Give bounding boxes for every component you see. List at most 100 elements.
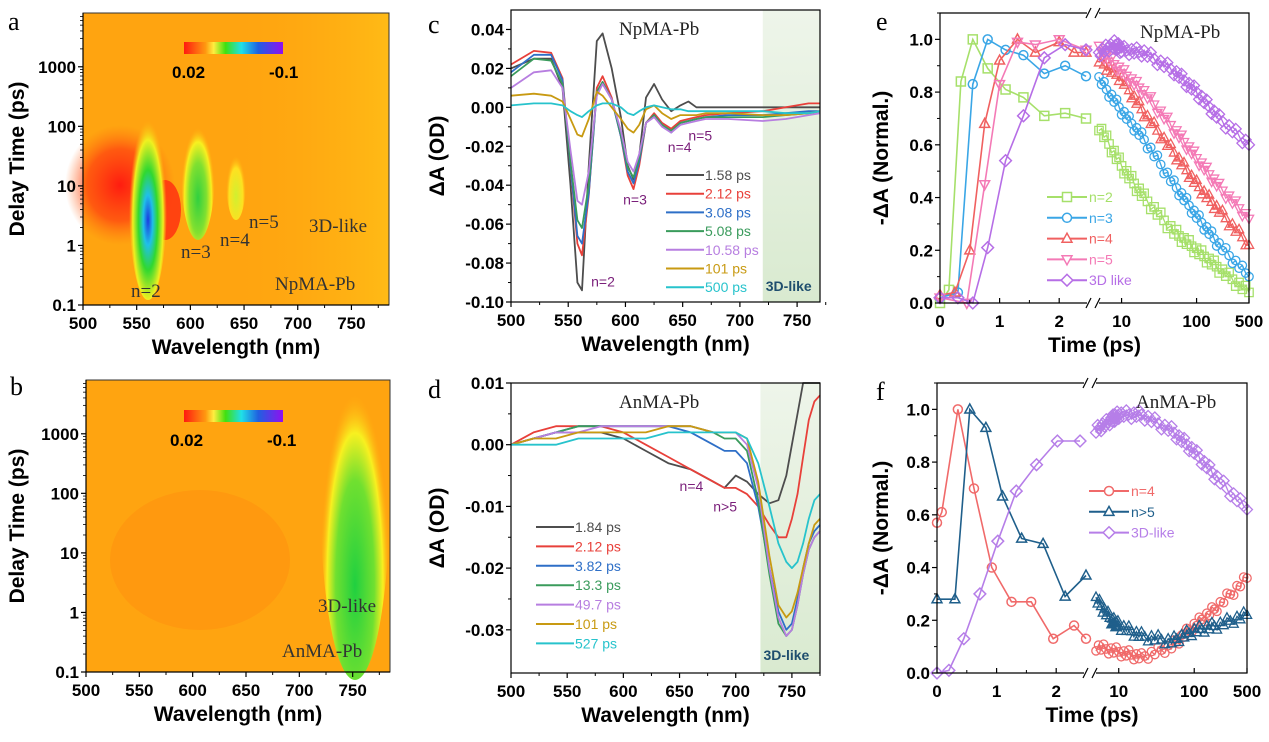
series-n-5-marker — [1036, 536, 1050, 549]
series-3D-like-marker — [1058, 37, 1073, 52]
series-n-4-marker — [968, 483, 980, 494]
series-n-4-marker — [1203, 188, 1215, 199]
series-n-5-marker — [978, 180, 991, 192]
legend-label: 3D-like — [1131, 525, 1175, 541]
x-tick-label: 550 — [122, 314, 150, 333]
series-n-5-marker — [1138, 85, 1150, 97]
heatmap-band-n2 — [129, 100, 167, 300]
series-n-4-marker — [1193, 180, 1205, 192]
series-n-4-marker — [1080, 633, 1092, 644]
axis-break-mark — [1085, 7, 1092, 19]
y-tick-label: -0.03 — [465, 621, 504, 640]
x-axis-label: Time (ps) — [1048, 334, 1141, 357]
legend-label: 101 ps — [705, 261, 747, 277]
series-n-4-marker — [1006, 596, 1017, 608]
series-3D-like-marker — [1210, 111, 1224, 125]
series-n-4-marker — [986, 562, 998, 573]
series-3D-like-marker — [1200, 93, 1213, 106]
series-n-5-marker — [1135, 625, 1148, 636]
series-n-4-marker — [1123, 645, 1134, 655]
legend-marker — [1061, 212, 1073, 224]
y-tick-label: 10 — [57, 177, 76, 196]
y-tick-label: 1000 — [38, 58, 76, 77]
y-tick-label: 0.01 — [471, 374, 504, 393]
heatmap-band-3d — [320, 300, 390, 680]
series-n-4-marker — [1125, 91, 1138, 103]
colorbar — [184, 42, 283, 54]
series-3D-like-marker — [1130, 41, 1144, 54]
x-tick-label: 500 — [497, 682, 525, 701]
series-n-3-marker — [1000, 44, 1011, 56]
series-n-5-marker — [1233, 204, 1245, 215]
series-n-3-marker — [1099, 76, 1109, 87]
series-3D-like-marker — [1197, 454, 1211, 468]
colorbar-min-label: 0.02 — [172, 63, 205, 82]
panel-letter-a: a — [8, 7, 20, 36]
series-3D-like-marker — [1016, 108, 1031, 123]
x-tick-label: 700 — [284, 314, 312, 333]
series-n-5-marker — [948, 592, 962, 604]
series-n-2-marker — [1211, 261, 1222, 272]
legend-marker — [1103, 485, 1115, 497]
series-3D-like-marker — [1091, 418, 1105, 432]
series-3D-like-marker — [1187, 79, 1201, 92]
x-tick-label: 600 — [176, 314, 204, 333]
series-n-3-marker — [1080, 71, 1092, 82]
x-tick-label: 650 — [665, 682, 693, 701]
series-line-5-08-ps — [510, 57, 821, 229]
axis-break-mark — [1091, 377, 1098, 389]
series-n-4-marker — [1205, 195, 1218, 206]
series-n-2-marker — [1126, 170, 1137, 181]
series-n-4-marker — [1183, 171, 1195, 183]
series-n-2-marker — [967, 34, 979, 45]
legend-marker — [1060, 273, 1074, 288]
panel-d: d 3D-like 500 550 600 650 700 750 0.01 0.00 -0.01… — [426, 374, 821, 727]
series-n-4-marker — [1101, 644, 1111, 654]
y-axis-label: Delay Time (ps) — [6, 82, 29, 237]
series-n-2-marker — [1094, 125, 1104, 136]
series-n-2-marker — [1240, 280, 1251, 291]
series-n-3-marker — [1155, 159, 1166, 170]
series-n-5-marker — [1191, 625, 1203, 637]
series-n-4-line-log — [1098, 56, 1250, 247]
series-n-4-marker — [1091, 646, 1101, 656]
series-line-10-58-ps — [510, 69, 821, 206]
series-n-4-marker — [1210, 199, 1223, 210]
heatmap-b — [85, 300, 391, 680]
colorbar — [184, 410, 283, 422]
series-n-2-marker — [1080, 113, 1092, 124]
series-n-4-marker — [1138, 111, 1150, 122]
series-n-5-line-linear — [937, 407, 1087, 600]
series-n-5-marker — [1159, 638, 1171, 649]
x-tick-label: 500 — [497, 311, 525, 330]
axis-break-mark — [1094, 7, 1101, 19]
series-3D-like-line-log — [1095, 408, 1248, 510]
series-n-3-marker — [1220, 242, 1231, 253]
y-tick-label: 0.02 — [471, 59, 504, 78]
series-n-2-marker — [982, 63, 993, 74]
sample-label: NpMA-Pb — [1140, 22, 1220, 43]
annotation-n2: n=2 — [131, 281, 161, 302]
series-n-4-marker — [1068, 620, 1080, 631]
panel-letter-e: e — [876, 7, 888, 36]
series-n-2-marker — [1121, 165, 1132, 176]
series-n-2-marker — [1059, 107, 1071, 119]
panel-e: e 0 1 2 10 100 500 0.0 0.2 0.4 0.6 0.8 1.0 Time (ps)… — [870, 7, 1263, 357]
series-3D-like-marker — [1205, 465, 1219, 479]
plot-f: 0 1 2 10 100 500 0.0 0.2 0.4 0.6 0.8 1.0 Time (ps) -Δ… — [870, 377, 1261, 727]
annotation-n4: n=4 — [680, 478, 704, 494]
y-tick-label: 0.1 — [55, 663, 79, 682]
series-n-4-marker — [1222, 588, 1232, 599]
x-tick-label: 750 — [338, 681, 366, 700]
panel-f: f 0 1 2 10 100 500 0.0 0.2 0.4 0.6 0.8 1.0 Time (ps)… — [870, 377, 1261, 727]
series-n-4-marker — [1188, 176, 1200, 187]
series-3D-like-line-linear — [940, 43, 1087, 305]
series-n-5-line-linear — [939, 38, 1087, 304]
series-n-4-marker — [1185, 168, 1198, 180]
y-tick-label: 10 — [60, 544, 79, 563]
series-n-4-marker — [1134, 653, 1144, 664]
sample-label: AnMA-Pb — [282, 641, 362, 662]
legend-label: 49.7 ps — [575, 597, 621, 613]
x-tick-label: 100 — [1182, 312, 1210, 331]
